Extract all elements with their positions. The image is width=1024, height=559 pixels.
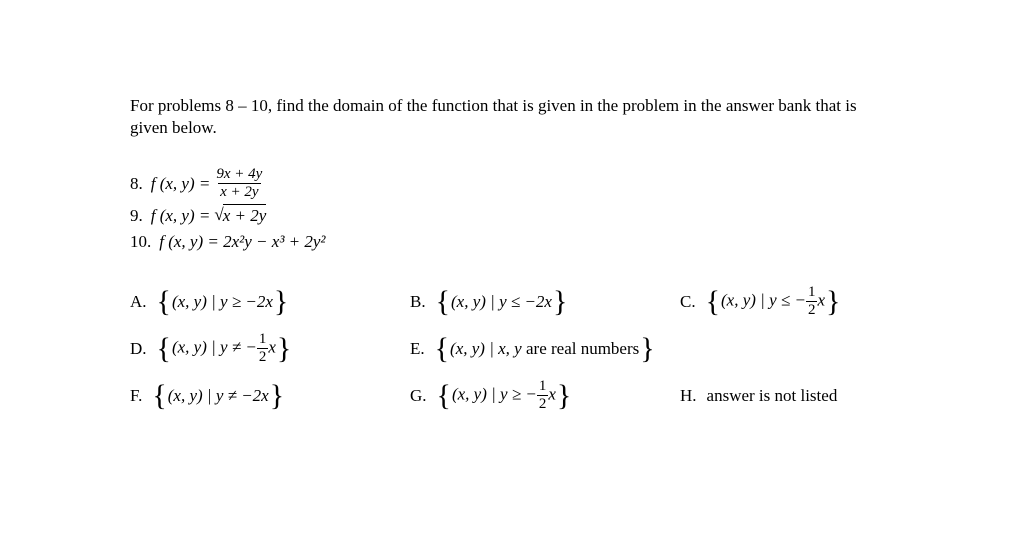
set-content: (x, y) | y ≥ −12x — [451, 379, 557, 412]
set-content: (x, y) | y ≠ −2x — [167, 385, 270, 407]
problem-9: 9. f (x, y) = √ x + 2y — [130, 204, 894, 227]
numerator: 1 — [537, 379, 549, 395]
denominator: 2 — [806, 301, 818, 318]
problem-lhs: f (x, y) = — [151, 173, 211, 195]
problem-number: 8. — [130, 173, 143, 195]
answer-label: H. — [680, 385, 697, 407]
problem-expression: f (x, y) = 2x²y − x³ + 2y² — [159, 231, 325, 253]
answer-label: G. — [410, 385, 427, 407]
set-content: (x, y) | y ≤ −2x — [450, 291, 553, 313]
problem-10: 10. f (x, y) = 2x²y − x³ + 2y² — [130, 231, 894, 253]
square-root: √ x + 2y — [214, 204, 266, 227]
problem-list: 8. f (x, y) = 9x + 4y x + 2y 9. f (x, y)… — [130, 167, 894, 253]
set-prefix: (x, y) | y ≤ − — [721, 291, 806, 310]
answer-label: E. — [410, 338, 425, 360]
answer-text: answer is not listed — [707, 385, 838, 407]
problem-number: 10. — [130, 231, 151, 253]
answer-row-2: D. { (x, y) | y ≠ −12x } E. { (x, y) | x… — [130, 332, 894, 365]
answer-F: F. { (x, y) | y ≠ −2x } — [130, 384, 410, 408]
set-prefix: (x, y) | y ≥ − — [452, 385, 537, 404]
set-content: (x, y) | y ≤ −12x — [720, 285, 826, 318]
denominator: 2 — [257, 348, 269, 365]
set-content: (x, y) | y ≥ −2x — [171, 291, 274, 313]
numerator: 1 — [806, 285, 818, 301]
answer-H: H. answer is not listed — [680, 385, 894, 407]
denominator: x + 2y — [218, 183, 260, 200]
set-suffix: x — [548, 385, 556, 404]
denominator: 2 — [537, 395, 549, 412]
numerator: 9x + 4y — [214, 167, 264, 183]
answer-label: A. — [130, 291, 147, 313]
answer-A: A. { (x, y) | y ≥ −2x } — [130, 290, 410, 314]
answer-label: F. — [130, 385, 142, 407]
numerator: 1 — [257, 332, 269, 348]
answer-label: B. — [410, 291, 426, 313]
sqrt-argument: x + 2y — [223, 204, 267, 227]
set-content: (x, y) | x, y are real numbers — [449, 338, 640, 360]
answer-E: E. { (x, y) | x, y are real numbers } — [410, 337, 680, 361]
answer-B: B. { (x, y) | y ≤ −2x } — [410, 290, 680, 314]
set-content: (x, y) | y ≠ −12x — [171, 332, 277, 365]
answer-row-3: F. { (x, y) | y ≠ −2x } G. { (x, y) | y … — [130, 379, 894, 412]
fraction: 9x + 4y x + 2y — [214, 167, 264, 200]
answer-D: D. { (x, y) | y ≠ −12x } — [130, 332, 410, 365]
problem-8: 8. f (x, y) = 9x + 4y x + 2y — [130, 167, 894, 200]
answer-label: C. — [680, 291, 696, 313]
set-suffix: x — [268, 338, 276, 357]
problem-number: 9. — [130, 205, 143, 227]
instructions: For problems 8 – 10, find the domain of … — [130, 95, 894, 139]
answer-G: G. { (x, y) | y ≥ −12x } — [410, 379, 680, 412]
problem-lhs: f (x, y) = — [151, 205, 211, 227]
answer-C: C. { (x, y) | y ≤ −12x } — [680, 285, 894, 318]
answer-label: D. — [130, 338, 147, 360]
answer-row-1: A. { (x, y) | y ≥ −2x } B. { (x, y) | y … — [130, 285, 894, 318]
set-prefix: (x, y) | y ≠ − — [172, 338, 257, 357]
set-suffix: x — [817, 291, 825, 310]
answer-bank: A. { (x, y) | y ≥ −2x } B. { (x, y) | y … — [130, 285, 894, 412]
